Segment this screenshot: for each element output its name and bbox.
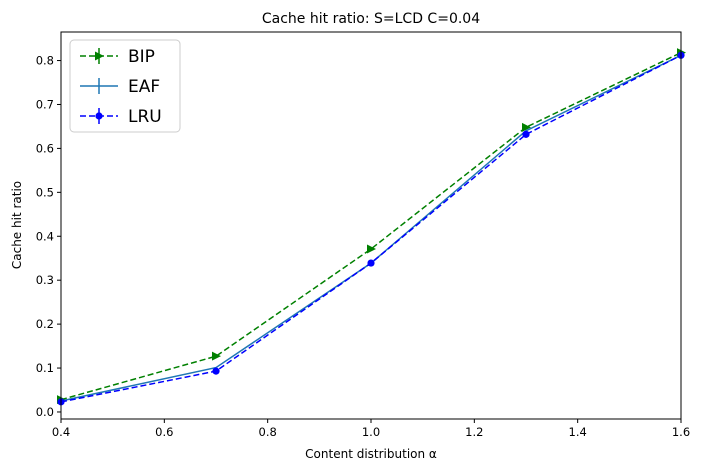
y-tick-label: 0.0 [36,405,54,419]
y-tick-label: 0.4 [36,229,54,243]
y-tick-label: 0.1 [36,361,54,375]
y-axis-label: Cache hit ratio [10,181,24,269]
x-tick-label: 1.4 [569,425,587,439]
y-axis: 0.0 0.1 0.2 0.3 0.4 0.5 0.6 0.7 0.8 [36,54,61,419]
x-tick-label: 0.4 [52,425,70,439]
data-point-bip [522,122,531,132]
data-point-lru [367,259,375,267]
y-tick-label: 0.8 [36,54,54,68]
legend-label-lru: LRU [128,107,162,127]
x-tick-label: 1.0 [362,425,380,439]
x-tick-label: 0.6 [155,425,173,439]
legend-label-bip: BIP [128,47,155,67]
y-tick-label: 0.5 [36,185,54,199]
legend-marker-bip [95,51,104,61]
chart-title: Cache hit ratio: S=LCD C=0.04 [262,11,480,27]
plot-marks [57,48,686,406]
x-tick-label: 0.8 [259,425,277,439]
x-axis: 0.4 0.6 0.8 1.0 1.2 1.4 1.6 [52,419,690,439]
series-line-bip [60,51,682,401]
y-tick-label: 0.6 [36,141,54,155]
data-point-bip [367,244,376,254]
y-tick-label: 0.3 [36,273,54,287]
x-tick-label: 1.6 [672,425,690,439]
legend-box [69,39,181,133]
legend-label-eaf: EAF [128,77,160,97]
data-point-bip [212,351,221,361]
y-tick-label: 0.2 [36,317,54,331]
legend: BIP EAF LRU [69,39,181,133]
y-tick-label: 0.7 [36,97,54,111]
x-axis-label: Content distribution α [305,447,437,461]
data-point-lru [212,367,220,375]
data-point-lru [522,130,530,138]
x-tick-label: 1.2 [465,425,483,439]
legend-marker-lru [95,112,103,120]
